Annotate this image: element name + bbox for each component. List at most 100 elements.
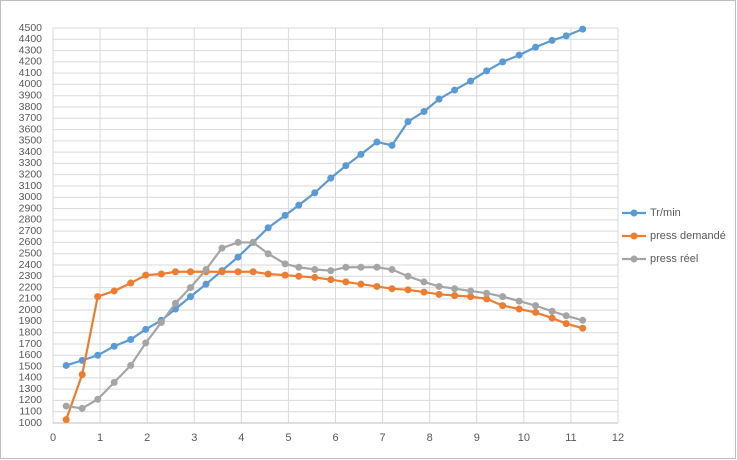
y-tick-label: 4000 bbox=[19, 78, 43, 90]
data-point bbox=[467, 287, 475, 295]
data-point bbox=[562, 312, 570, 320]
data-point bbox=[467, 293, 475, 301]
legend-label: Tr/min bbox=[650, 207, 681, 219]
data-point bbox=[142, 325, 150, 333]
y-tick-label: 1000 bbox=[19, 417, 43, 429]
x-tick-label: 10 bbox=[518, 432, 530, 444]
x-tick-label: 9 bbox=[474, 432, 480, 444]
y-tick-label: 3200 bbox=[19, 168, 43, 180]
data-point bbox=[94, 293, 102, 301]
data-point bbox=[62, 416, 70, 424]
y-tick-label: 3300 bbox=[19, 157, 43, 169]
data-point bbox=[281, 271, 289, 279]
data-point bbox=[264, 270, 272, 278]
data-point bbox=[186, 293, 194, 301]
data-point bbox=[127, 335, 135, 343]
data-point bbox=[218, 268, 226, 276]
data-point bbox=[62, 361, 70, 369]
legend-label: press réel bbox=[650, 253, 698, 265]
data-point bbox=[404, 118, 412, 126]
y-tick-label: 2200 bbox=[19, 281, 43, 293]
data-point bbox=[127, 279, 135, 287]
data-point bbox=[373, 282, 381, 290]
data-point bbox=[562, 320, 570, 328]
y-tick-label: 2600 bbox=[19, 236, 43, 248]
y-tick-label: 4100 bbox=[19, 67, 43, 79]
y-tick-label: 4400 bbox=[19, 33, 43, 45]
data-point bbox=[78, 370, 86, 378]
data-point bbox=[562, 32, 570, 40]
x-tick-label: 11 bbox=[565, 432, 576, 444]
data-point bbox=[357, 150, 365, 158]
data-point bbox=[532, 302, 540, 310]
y-tick-label: 2400 bbox=[19, 259, 43, 271]
y-tick-label: 3600 bbox=[19, 123, 43, 135]
data-point bbox=[357, 280, 365, 288]
data-point bbox=[311, 273, 319, 281]
data-point bbox=[420, 288, 428, 296]
x-tick-label: 8 bbox=[427, 432, 433, 444]
series-line bbox=[66, 241, 583, 410]
y-tick-label: 1800 bbox=[19, 326, 43, 338]
x-tick-label: 1 bbox=[97, 432, 103, 444]
data-point bbox=[515, 297, 523, 305]
x-tick-label: 7 bbox=[380, 432, 386, 444]
data-point bbox=[62, 402, 70, 410]
data-point bbox=[483, 289, 491, 297]
data-point bbox=[548, 307, 556, 315]
legend-label: press demandé bbox=[650, 230, 726, 242]
data-point bbox=[264, 250, 272, 258]
y-tick-label: 3100 bbox=[19, 180, 43, 192]
data-point bbox=[202, 280, 210, 288]
data-point bbox=[451, 285, 459, 293]
y-tick-label: 1200 bbox=[19, 394, 43, 406]
data-point bbox=[186, 284, 194, 292]
data-point bbox=[579, 25, 587, 33]
data-point bbox=[373, 263, 381, 271]
x-tick-label: 5 bbox=[285, 432, 291, 444]
y-tick-label: 2300 bbox=[19, 270, 43, 282]
data-point bbox=[388, 266, 396, 274]
legend-marker bbox=[630, 209, 638, 217]
data-point bbox=[110, 342, 118, 350]
y-tick-label: 1500 bbox=[19, 360, 43, 372]
data-point bbox=[451, 291, 459, 299]
data-point bbox=[186, 268, 194, 276]
y-tick-label: 3800 bbox=[19, 101, 43, 113]
data-point bbox=[388, 285, 396, 293]
data-point bbox=[281, 211, 289, 219]
data-point bbox=[435, 290, 443, 298]
data-point bbox=[264, 224, 272, 232]
y-tick-label: 3700 bbox=[19, 112, 43, 124]
data-point bbox=[420, 108, 428, 116]
legend-marker bbox=[630, 255, 638, 263]
y-tick-label: 2100 bbox=[19, 293, 43, 305]
data-point bbox=[483, 295, 491, 303]
data-point bbox=[218, 244, 226, 252]
y-tick-label: 1600 bbox=[19, 349, 43, 361]
data-point bbox=[94, 395, 102, 403]
data-point bbox=[295, 263, 303, 271]
y-tick-label: 1900 bbox=[19, 315, 43, 327]
x-tick-label: 3 bbox=[191, 432, 197, 444]
data-point bbox=[142, 271, 150, 279]
data-point bbox=[342, 162, 350, 170]
y-tick-label: 2800 bbox=[19, 214, 43, 226]
y-tick-label: 4300 bbox=[19, 44, 43, 56]
data-point bbox=[327, 174, 335, 182]
y-tick-label: 1100 bbox=[19, 405, 42, 417]
data-point bbox=[94, 351, 102, 359]
data-point bbox=[579, 324, 587, 332]
data-point bbox=[515, 305, 523, 313]
data-point bbox=[435, 95, 443, 103]
data-point bbox=[157, 270, 165, 278]
data-point bbox=[515, 51, 523, 59]
x-tick-label: 12 bbox=[612, 432, 624, 444]
y-tick-label: 2500 bbox=[19, 247, 43, 259]
data-point bbox=[357, 263, 365, 271]
y-tick-label: 4200 bbox=[19, 56, 43, 68]
data-point bbox=[532, 43, 540, 51]
data-point bbox=[110, 287, 118, 295]
